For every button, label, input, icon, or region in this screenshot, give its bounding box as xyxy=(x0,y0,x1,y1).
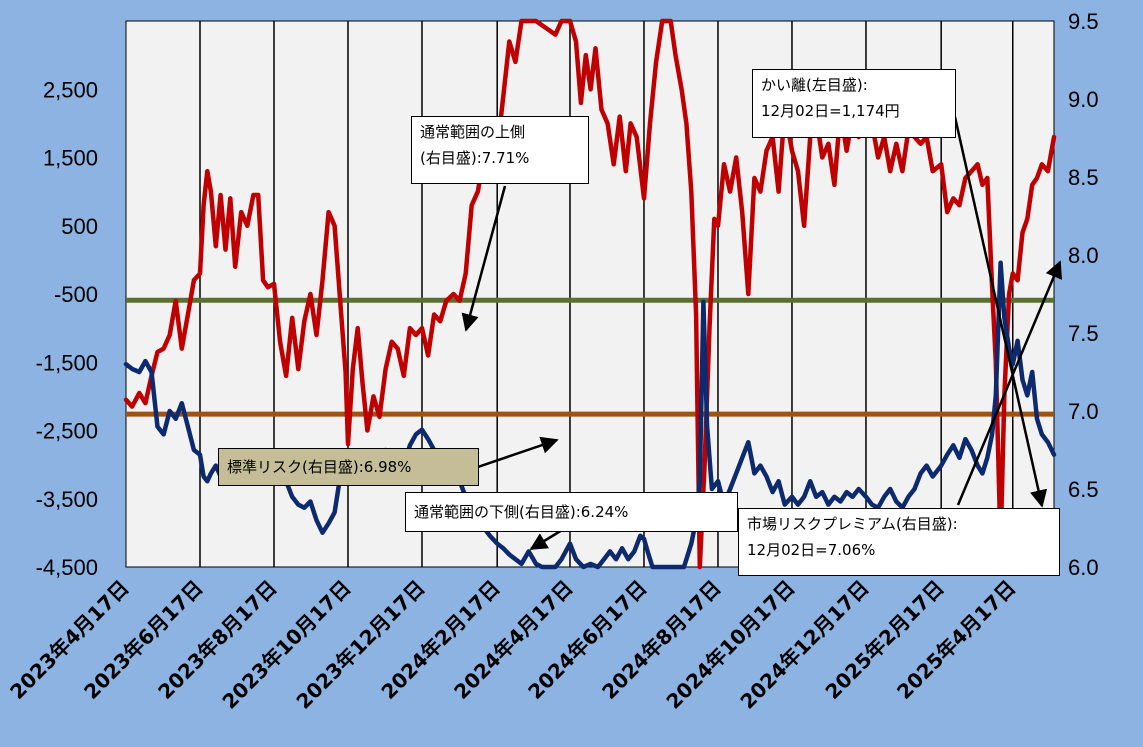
x-tick-label: 2024年12月17日 xyxy=(735,576,873,714)
right-tick-label: 6.5 xyxy=(1068,477,1099,502)
right-tick-label: 9.5 xyxy=(1068,9,1099,34)
reference-lines xyxy=(126,297,1054,417)
right-tick-label: 7.0 xyxy=(1068,399,1099,424)
left-tick-label: -4,500 xyxy=(36,555,98,580)
right-axis-ticks: 9.5 9.0 8.5 8.0 7.5 7.0 6.5 6.0 xyxy=(1068,9,1099,580)
callout-standard-risk-line1: 標準リスク(右目盛):6.98% xyxy=(227,458,412,476)
left-tick-label: 2,500 xyxy=(43,77,98,102)
arrow-deviation xyxy=(953,116,1048,508)
left-tick-label: -500 xyxy=(54,282,98,307)
callout-market-risk-premium: 市場リスクプレミアム(右目盛): 12月02日=7.06% xyxy=(738,508,1060,576)
x-tick-label: 2024年10月17日 xyxy=(661,576,799,714)
callout-market-risk-premium-line2: 12月02日=7.06% xyxy=(747,541,876,559)
callout-lower-range-line1: 通常範囲の下側(右目盛):6.24% xyxy=(414,503,629,521)
left-axis-ticks: 2,500 1,500 500 -500 -1,500 -2,500 -3,500 -4,50… xyxy=(36,77,98,580)
right-tick-label: 9.0 xyxy=(1068,87,1099,112)
left-tick-label: -1,500 xyxy=(36,350,98,375)
left-tick-label: -2,500 xyxy=(36,419,98,444)
callout-market-risk-premium-line1: 市場リスクプレミアム(右目盛): xyxy=(747,515,958,533)
callout-deviation: かい離(左目盛): 12月02日=1,174円 xyxy=(752,69,956,138)
callout-deviation-line2: 12月02日=1,174円 xyxy=(761,102,900,120)
left-tick-label: 1,500 xyxy=(43,146,98,171)
right-tick-label: 6.0 xyxy=(1068,555,1099,580)
callout-upper-range-line2: (右目盛):7.71% xyxy=(420,149,530,167)
arrow-market-risk-premium xyxy=(956,260,1062,506)
callout-deviation-line1: かい離(左目盛): xyxy=(761,76,868,94)
x-tick-label: 2023年10月17日 xyxy=(217,576,355,714)
plot-border xyxy=(125,20,1055,568)
right-tick-label: 7.5 xyxy=(1068,321,1099,346)
arrow-standard-risk xyxy=(471,436,559,471)
callout-upper-range-line1: 通常範囲の上側 xyxy=(420,123,526,141)
left-tick-label: -3,500 xyxy=(36,487,98,512)
right-tick-label: 8.5 xyxy=(1068,165,1099,190)
arrow-upper-range xyxy=(461,185,507,332)
callout-standard-risk: 標準リスク(右目盛):6.98% xyxy=(218,448,479,486)
right-tick-label: 8.0 xyxy=(1068,243,1099,268)
callout-upper-range: 通常範囲の上側 (右目盛):7.71% xyxy=(411,116,589,184)
x-tick-label: 2023年12月17日 xyxy=(291,576,429,714)
left-tick-label: 500 xyxy=(61,214,98,239)
x-axis-ticks: 2023年4月17日2023年6月17日2023年8月17日2023年10月17… xyxy=(5,576,1020,714)
callout-lower-range: 通常範囲の下側(右目盛):6.24% xyxy=(405,492,738,532)
